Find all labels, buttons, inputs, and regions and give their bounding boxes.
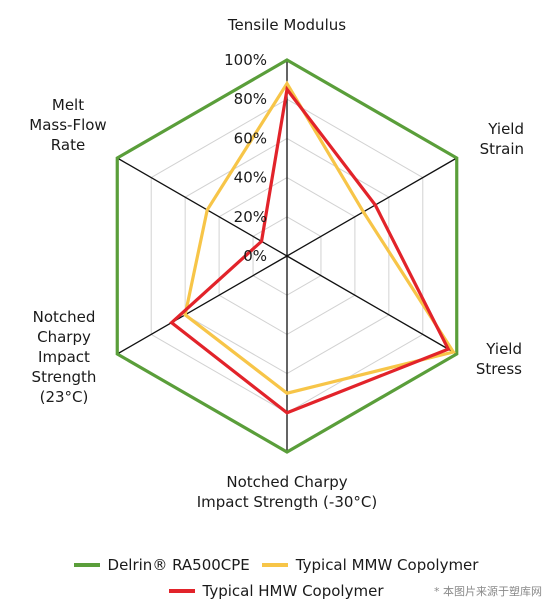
tick-label-0: 0% — [243, 247, 267, 265]
tick-label-3: 60% — [234, 129, 267, 147]
axis-spoke-4 — [116, 255, 288, 355]
series-line-1 — [183, 80, 456, 395]
series-line-2 — [169, 85, 451, 415]
radar-grid — [116, 60, 458, 452]
legend-label-mmw: Typical MMW Copolymer — [295, 556, 479, 574]
watermark: * 本图片来源于塑库网 — [434, 585, 542, 598]
legend-item-delrin: Delrin® RA500CPE — [73, 556, 250, 574]
legend-row-2: Typical HMW Copolymer — [0, 578, 552, 604]
tick-label-2: 40% — [234, 169, 267, 187]
legend-item-hmw: Typical HMW Copolymer — [168, 582, 384, 600]
legend-swatch-hmw — [168, 589, 195, 593]
legend-swatch-mmw — [261, 563, 288, 567]
tick-label-1: 20% — [234, 208, 267, 226]
axis-spoke-1 — [286, 157, 458, 257]
tick-label-5: 100% — [224, 51, 267, 69]
legend-label-hmw: Typical HMW Copolymer — [202, 582, 384, 600]
legend-swatch-delrin — [73, 563, 100, 567]
axis-label-3: Notched Charpy Impact Strength (-30°C) — [197, 473, 377, 511]
series-line-0 — [115, 58, 459, 454]
legend-row-1: Delrin® RA500CPE Typical MMW Copolymer — [0, 552, 552, 578]
tick-label-4: 80% — [234, 90, 267, 108]
radar-chart: 0% 20% 40% 60% 80% 100% Tensile Modulus Yield S… — [29, 16, 524, 511]
legend-label-delrin: Delrin® RA500CPE — [107, 556, 250, 574]
legend: Delrin® RA500CPE Typical MMW Copolymer T… — [0, 552, 552, 604]
axis-spoke-2 — [286, 255, 458, 355]
radar-series — [115, 58, 459, 454]
axis-label-5: Melt Mass-Flow Rate — [29, 96, 106, 154]
legend-item-mmw: Typical MMW Copolymer — [261, 556, 479, 574]
axis-label-2: Yield Stress — [476, 340, 522, 378]
radar-axis-labels: Tensile Modulus Yield Strain Yield Stress Not… — [29, 16, 524, 511]
axis-label-0: Tensile Modulus — [227, 16, 346, 34]
axis-label-4: Notched Charpy Impact Strength (23°C) — [32, 308, 97, 406]
axis-label-1: Yield Strain — [480, 120, 524, 158]
radar-tick-labels: 0% 20% 40% 60% 80% 100% — [224, 51, 267, 265]
axis-spoke-5 — [116, 157, 288, 257]
